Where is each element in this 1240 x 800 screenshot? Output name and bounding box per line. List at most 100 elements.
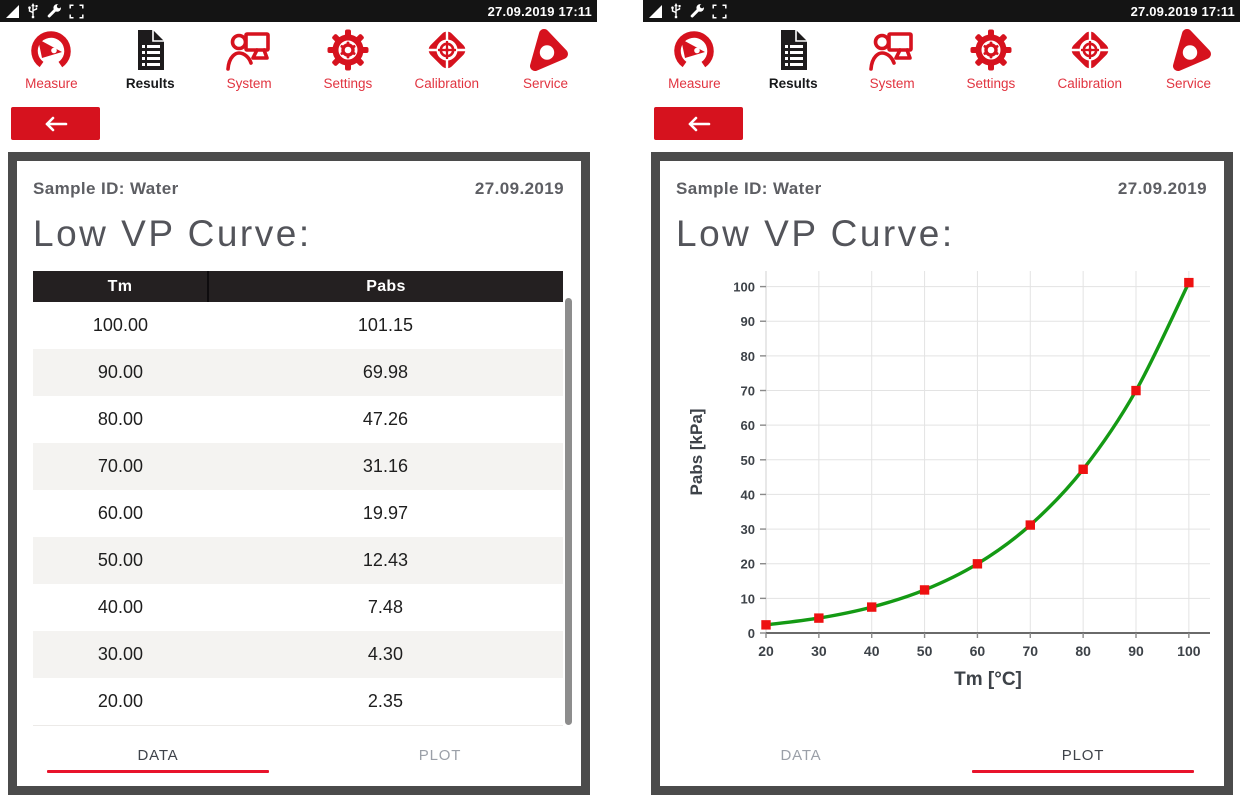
toolbar-label: Settings — [323, 76, 373, 91]
toolbar-item-measure[interactable]: Measure — [2, 22, 101, 101]
usb-icon — [28, 3, 38, 19]
status-datetime: 27.09.2019 17:11 — [487, 3, 592, 19]
svg-text:Tm [°C]: Tm [°C] — [954, 669, 1022, 690]
wrench-icon — [690, 4, 705, 18]
svg-text:80: 80 — [1075, 643, 1091, 659]
table-row: 80.00 47.26 — [97, 409, 408, 429]
tab-plot[interactable]: PLOT — [942, 733, 1224, 781]
back-arrow-icon — [688, 116, 710, 131]
calibration-icon — [1069, 30, 1110, 70]
svg-text:90: 90 — [1128, 643, 1144, 659]
svg-text:50: 50 — [917, 643, 933, 659]
toolbar-item-results[interactable]: Results — [744, 22, 843, 101]
svg-text:40: 40 — [741, 487, 755, 502]
column-header-pabs: Pabs — [206, 271, 563, 302]
result-date: 27.09.2019 — [474, 179, 564, 198]
vp-chart: 20 30 40 50 60 70 80 90 100 0 10 20 30 40 50 60 70 80 90 10… — [687, 271, 1210, 690]
tab-data[interactable]: DATA — [17, 733, 299, 781]
sample-id-label: Sample ID: Water — [676, 179, 822, 198]
toolbar-label: Calibration — [1057, 76, 1122, 91]
svg-text:10: 10 — [741, 591, 755, 606]
toolbar-item-calibration[interactable]: Calibration — [1040, 22, 1139, 101]
svg-text:70: 70 — [741, 384, 755, 399]
status-bar: 27.09.2019 17:11 — [643, 0, 1240, 22]
toolbar-label: System — [869, 76, 915, 91]
system-icon — [869, 32, 913, 71]
tab-data-label: DATA — [137, 747, 179, 764]
service-icon — [1172, 29, 1211, 71]
active-tab-underline — [46, 770, 270, 773]
toolbar-item-service[interactable]: Service — [496, 22, 595, 101]
service-icon — [529, 29, 568, 71]
usb-icon — [671, 3, 681, 19]
vp-table-body: 100.00 101.15 90.00 69.98 80.00 47.26 70.00 31.… — [33, 302, 563, 726]
svg-text:60: 60 — [970, 643, 986, 659]
status-icons — [648, 0, 727, 22]
fullscreen-icon — [712, 3, 727, 19]
toolbar-item-service[interactable]: Service — [1139, 22, 1238, 101]
toolbar-item-results[interactable]: Results — [101, 22, 200, 101]
signal-triangle-icon — [6, 4, 19, 18]
svg-text:0: 0 — [748, 626, 755, 641]
status-bar: 27.09.2019 17:11 — [0, 0, 597, 22]
screen-plot-view: 27.09.2019 17:11 Measure Results System … — [643, 0, 1240, 800]
tab-data-label: DATA — [780, 747, 822, 764]
active-tab-underline — [971, 770, 1195, 773]
svg-text:80: 80 — [741, 349, 755, 364]
toolbar-item-system[interactable]: System — [843, 22, 942, 101]
status-datetime: 27.09.2019 17:11 — [1130, 3, 1235, 19]
results-icon — [781, 30, 808, 70]
table-header-row: Tm Pabs — [33, 271, 563, 302]
view-tabbar: DATA PLOT — [660, 733, 1224, 781]
sample-id-label: Sample ID: Water — [33, 179, 179, 198]
toolbar-item-system[interactable]: System — [200, 22, 299, 101]
wrench-icon — [47, 4, 62, 18]
toolbar-item-settings[interactable]: Settings — [298, 22, 397, 101]
toolbar-item-settings[interactable]: Settings — [941, 22, 1040, 101]
svg-text:100: 100 — [1177, 643, 1201, 659]
toolbar-label: Measure — [668, 76, 721, 91]
settings-icon — [970, 29, 1012, 71]
svg-text:30: 30 — [741, 522, 755, 537]
toolbar-item-measure[interactable]: Measure — [645, 22, 744, 101]
view-tabbar: DATA PLOT — [17, 733, 581, 781]
svg-text:20: 20 — [741, 557, 755, 572]
inactive-tab-underline — [329, 770, 552, 773]
table-row: 90.00 69.98 — [33, 349, 563, 396]
toolbar-label: System — [226, 76, 272, 91]
column-header-tm: Tm — [33, 271, 208, 302]
svg-text:40: 40 — [864, 643, 880, 659]
svg-text:100: 100 — [733, 280, 755, 295]
table-row: 50.00 12.43 — [33, 537, 563, 584]
toolbar-label: Calibration — [414, 76, 479, 91]
table-row: 20.00 2.35 — [33, 678, 563, 726]
table-row: 100.00 101.15 — [92, 315, 413, 335]
toolbar-label: Service — [523, 76, 569, 91]
table-row: 70.00 31.16 — [33, 443, 563, 490]
page-title: Low VP Curve: — [676, 213, 955, 254]
tab-plot-label: PLOT — [1061, 747, 1105, 764]
toolbar-label: Service — [1166, 76, 1212, 91]
tab-data[interactable]: DATA — [660, 733, 942, 781]
tab-plot[interactable]: PLOT — [299, 733, 581, 781]
toolbar-label: Results — [768, 76, 818, 91]
results-card: Sample ID: Water 27.09.2019 Low VP Curve… — [8, 152, 590, 795]
toolbar-item-calibration[interactable]: Calibration — [397, 22, 496, 101]
calibration-icon — [426, 30, 467, 70]
back-button[interactable] — [654, 107, 743, 140]
svg-text:20: 20 — [758, 643, 774, 659]
main-toolbar: Measure Results System Settings Calibrat… — [643, 22, 1240, 101]
back-button[interactable] — [11, 107, 100, 140]
table-row: 60.00 19.97 — [97, 503, 408, 523]
toolbar-label: Settings — [966, 76, 1016, 91]
measure-icon — [31, 31, 72, 71]
screen-data-view: 27.09.2019 17:11 Measure Results System … — [0, 0, 597, 800]
inactive-tab-underline — [690, 770, 913, 773]
system-icon — [226, 32, 270, 71]
fullscreen-icon — [69, 3, 84, 19]
table-scrollbar[interactable] — [565, 298, 572, 725]
svg-text:50: 50 — [741, 453, 755, 468]
svg-text:90: 90 — [741, 314, 755, 329]
table-row: 30.00 4.30 — [33, 631, 563, 678]
svg-text:30: 30 — [811, 643, 827, 659]
